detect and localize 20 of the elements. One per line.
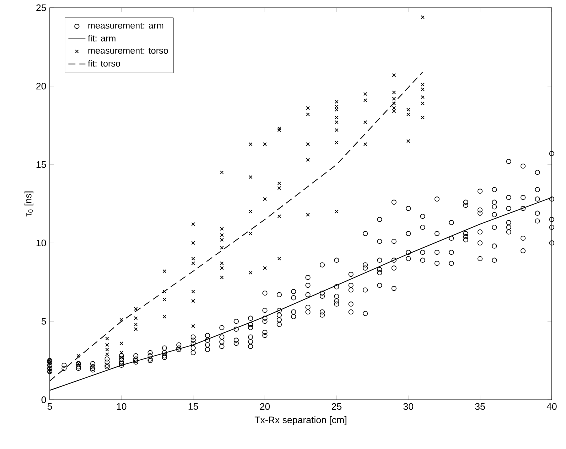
y-tick-label: 25 [36, 4, 46, 12]
y-tick-label: 15 [36, 161, 46, 168]
y-tick-label: 10 [36, 240, 46, 247]
x-tick-label: 15 [188, 403, 198, 410]
y-tick-label: 5 [42, 318, 46, 325]
x-tick-label: 5 [48, 403, 52, 410]
x-tick-label: 20 [260, 403, 270, 410]
x-tick-label: 40 [546, 403, 557, 410]
x-tick-label: 10 [117, 403, 127, 410]
x-tick-label: 30 [404, 403, 414, 410]
x-axis-title: Tx-Rx separation [cm] [254, 416, 347, 426]
y-tick-label: 20 [36, 83, 46, 90]
x-tick-label: 35 [475, 403, 486, 410]
x-tick-label: 25 [332, 403, 342, 410]
y-tick-label: 0 [42, 396, 46, 404]
legend-label: fit: torso [88, 60, 120, 67]
legend-label: fit: arm [88, 35, 116, 42]
legend-label: measurement: arm [88, 22, 164, 29]
legend-label: measurement: torso [88, 48, 168, 54]
y-axis-title: τ$_{0}$ [ns] [24, 192, 34, 217]
